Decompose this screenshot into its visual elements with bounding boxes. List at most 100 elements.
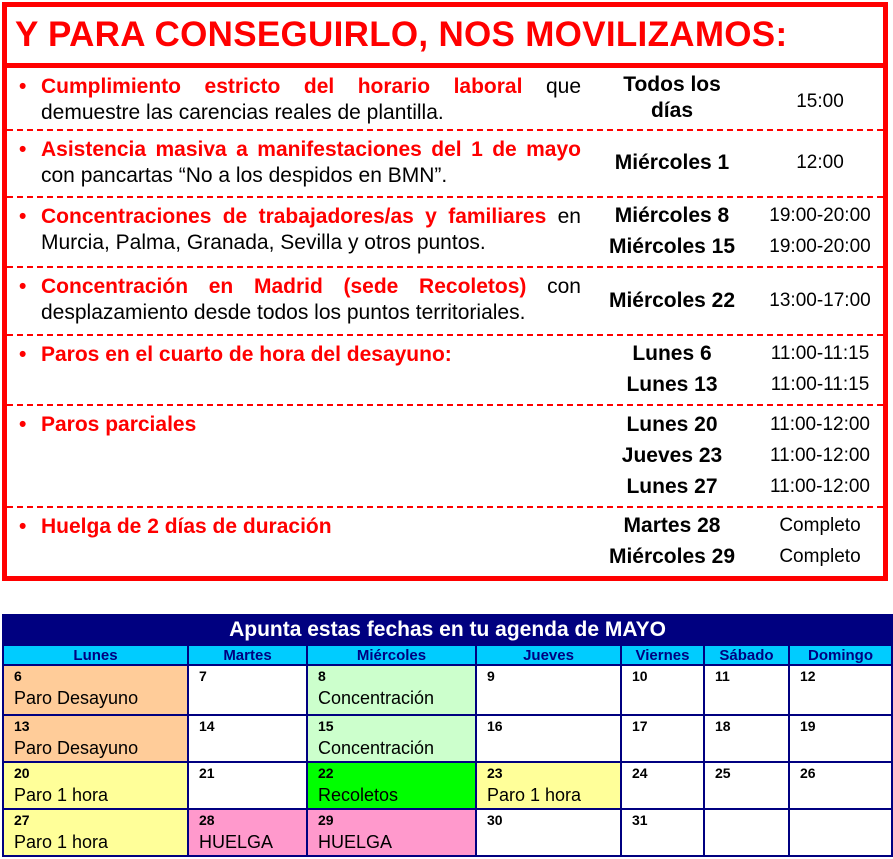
day-number: 17: [632, 718, 648, 734]
calendar-day: 15 Concentración: [306, 714, 477, 763]
action-row: • Concentraciones de trabajadores/as y fa…: [7, 198, 883, 268]
action-row: • Paros parciales Lunes 20 Jueves 23 Lunes 2…: [7, 406, 883, 508]
action-time: Completo: [779, 515, 861, 536]
day-number: 28: [199, 812, 215, 828]
action-date: Miércoles 15: [608, 235, 736, 258]
action-description: • Concentración en Madrid (sede Recoletos…: [15, 274, 581, 326]
action-highlight: Asistencia masiva a manifestaciones del …: [41, 138, 581, 161]
day-number: 18: [715, 718, 731, 734]
action-time: 13:00-17:00: [769, 289, 871, 311]
action-highlight: Concentración en Madrid (sede Recoletos): [41, 275, 527, 298]
action-time: 11:00-11:15: [770, 374, 870, 395]
action-description: • Asistencia masiva a manifestaciones del…: [15, 137, 581, 189]
calendar-day: 28 HUELGA: [187, 808, 308, 857]
action-date: Miércoles 29: [608, 545, 736, 568]
action-date: Lunes 13: [626, 373, 718, 396]
day-number: 12: [800, 668, 816, 684]
action-row: • Cumplimiento estricto del horario labor…: [7, 68, 883, 131]
action-time: 19:00-20:00: [769, 205, 871, 226]
action-time: 11:00-12:00: [769, 413, 870, 435]
calendar-day: 19: [787, 714, 893, 763]
action-highlight: Cumplimiento estricto del horario labora…: [41, 75, 523, 98]
weekday-header: Lunes: [2, 644, 189, 666]
action-highlight: Paros parciales: [41, 413, 197, 436]
day-number: 16: [487, 718, 503, 734]
action-time: 19:00-20:00: [769, 236, 871, 257]
action-date: Martes 28: [623, 514, 721, 537]
day-number: 11: [715, 668, 730, 684]
may-calendar: Apunta estas fechas en tu agenda de MAYO…: [1, 614, 893, 857]
calendar-day: [703, 808, 790, 857]
calendar-day: 7: [187, 664, 308, 716]
calendar-day: 6 Paro Desayuno: [2, 664, 189, 716]
action-detail: que demuestre las carencias reales de pl…: [41, 75, 582, 124]
day-number: 21: [199, 765, 215, 781]
action-detail: en Murcia, Palma, Granada, Sevilla y otr…: [41, 205, 581, 254]
day-event: Paro 1 hora: [487, 785, 582, 805]
calendar-week: 27 Paro 1 hora 28 HUELGA 29 HUELGA 30 31: [2, 808, 893, 857]
action-date: Miércoles 22: [608, 288, 736, 312]
day-event: Concentración: [318, 738, 435, 758]
bullet-icon: •: [19, 343, 27, 366]
bullet-icon: •: [19, 275, 27, 298]
bullet-icon: •: [19, 413, 27, 436]
weekday-header: Miércoles: [306, 644, 477, 666]
action-highlight: Huelga de 2 días de duración: [41, 515, 332, 538]
calendar-day: 24: [620, 761, 705, 810]
calendar-day: 11: [703, 664, 790, 716]
action-description: • Paros en el cuarto de hora del desayuno…: [15, 342, 581, 368]
action-row: • Huelga de 2 días de duración Martes 28 Mi…: [7, 508, 883, 578]
action-description: • Concentraciones de trabajadores/as y fa…: [15, 204, 581, 256]
calendar-day: 20 Paro 1 hora: [2, 761, 189, 810]
action-time: 11:00-11:15: [770, 343, 870, 364]
day-number: 10: [632, 668, 648, 684]
action-row: • Concentración en Madrid (sede Recoletos…: [7, 268, 883, 336]
bullet-icon: •: [19, 138, 27, 161]
calendar-day: 12: [787, 664, 893, 716]
calendar-day: 18: [703, 714, 790, 763]
day-number: 15: [318, 718, 334, 734]
day-number: 26: [800, 765, 816, 781]
day-number: 20: [14, 765, 30, 781]
calendar-day: 17: [620, 714, 705, 763]
calendar-day: [787, 808, 893, 857]
day-number: 27: [14, 812, 30, 828]
day-event: HUELGA: [318, 832, 393, 852]
day-event: Paro Desayuno: [14, 688, 139, 708]
day-number: 13: [14, 718, 30, 734]
calendar-day: 26: [787, 761, 893, 810]
calendar-day: 25: [703, 761, 790, 810]
day-number: 30: [487, 812, 503, 828]
weekday-header: Domingo: [787, 644, 893, 666]
day-event: Paro 1 hora: [14, 832, 109, 852]
action-description: • Huelga de 2 días de duración: [15, 514, 581, 540]
calendar-day: 10: [620, 664, 705, 716]
weekday-header: Sábado: [703, 644, 790, 666]
calendar-week: 13 Paro Desayuno 14 15 Concentración 16 17 18 19: [2, 714, 893, 763]
action-time: 15:00: [796, 91, 844, 112]
calendar-title: Apunta estas fechas en tu agenda de MAYO: [1, 614, 893, 646]
action-date: Lunes 6: [632, 342, 712, 365]
action-date: Miércoles 8: [614, 204, 730, 227]
day-number: 14: [199, 718, 215, 734]
calendar-day: 29 HUELGA: [306, 808, 477, 857]
action-date: Miércoles 1: [614, 151, 730, 174]
calendar-day: 21: [187, 761, 308, 810]
action-date: Jueves 23: [621, 443, 723, 467]
calendar-day: 27 Paro 1 hora: [2, 808, 189, 857]
calendar-week: 20 Paro 1 hora 21 22 Recoletos 23 Paro 1 hora 2…: [2, 761, 893, 810]
action-time: 12:00: [796, 152, 844, 173]
day-number: 9: [487, 668, 495, 684]
action-highlight: Concentraciones de trabajadores/as y fam…: [41, 205, 547, 228]
calendar-day: 9: [475, 664, 622, 716]
calendar-week: 6 Paro Desayuno 7 8 Concentración 9 10 11 12: [2, 664, 893, 716]
bullet-icon: •: [19, 515, 27, 538]
action-description: • Cumplimiento estricto del horario labor…: [15, 74, 581, 126]
day-event: Paro 1 hora: [14, 785, 109, 805]
calendar-day: 22 Recoletos: [306, 761, 477, 810]
day-number: 29: [318, 812, 334, 828]
weekday-header: Martes: [187, 644, 308, 666]
day-number: 24: [632, 765, 648, 781]
day-number: 31: [632, 812, 648, 828]
day-number: 7: [199, 668, 207, 684]
